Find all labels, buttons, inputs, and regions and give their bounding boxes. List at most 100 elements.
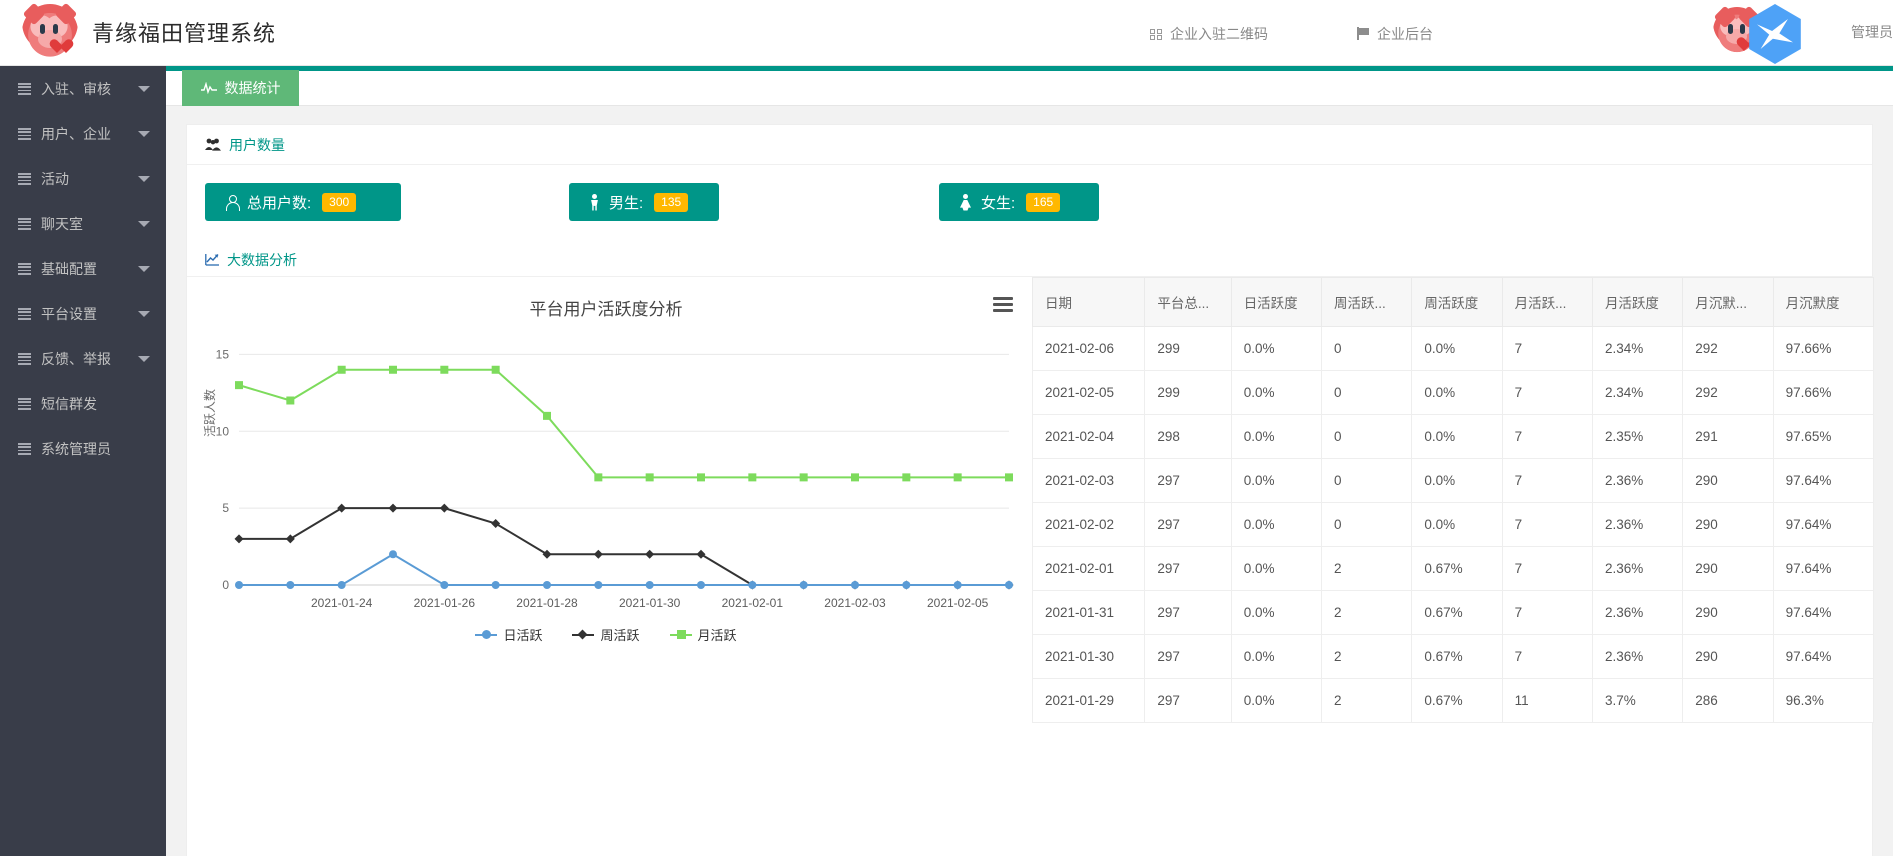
- enterprise-qrcode-link[interactable]: 企业入驻二维码: [1150, 24, 1268, 44]
- table-column-header[interactable]: 月沉默...: [1682, 277, 1774, 327]
- chart-data-point[interactable]: [953, 473, 962, 482]
- legend-item-monthly[interactable]: 月活跃: [669, 625, 737, 644]
- stat-label: 女生:: [981, 194, 1016, 212]
- chart-data-point[interactable]: [234, 534, 244, 544]
- enterprise-qrcode-label: 企业入驻二维码: [1170, 26, 1268, 42]
- table-column-header[interactable]: 平台总...: [1144, 277, 1232, 327]
- chart-data-point[interactable]: [440, 581, 449, 589]
- sidebar-item-xitong-guanliyuan[interactable]: 系统管理员: [0, 426, 166, 471]
- table-cell: 297: [1144, 678, 1232, 723]
- table-row[interactable]: 2021-02-02 297 0.0% 0 0.0% 7 2.36% 290 97.64%: [1032, 502, 1874, 547]
- table-column-header[interactable]: 日活跃度: [1230, 277, 1323, 327]
- chart-data-point[interactable]: [645, 581, 654, 589]
- table-column-header[interactable]: 月活跃...: [1501, 277, 1593, 327]
- chart-data-point[interactable]: [389, 365, 397, 374]
- chart-data-point[interactable]: [286, 396, 295, 405]
- chart-data-point[interactable]: [799, 473, 808, 482]
- table-row[interactable]: 2021-02-04 298 0.0% 0 0.0% 7 2.35% 291 97.65%: [1032, 414, 1874, 459]
- sidebar-item-ruzhu-shenhe[interactable]: 入驻、审核: [0, 66, 166, 111]
- chart-data-point[interactable]: [1005, 581, 1013, 589]
- chart-data-point[interactable]: [645, 473, 654, 482]
- table-cell: 0.0%: [1230, 546, 1323, 591]
- chart-data-point[interactable]: [337, 365, 346, 374]
- table-row[interactable]: 2021-02-06 299 0.0% 0 0.0% 7 2.34% 292 97.66%: [1032, 326, 1874, 371]
- chart-data-point[interactable]: [697, 581, 705, 589]
- table-cell: 0.0%: [1230, 502, 1323, 547]
- chart-data-point[interactable]: [748, 473, 757, 482]
- chart-data-point[interactable]: [902, 473, 911, 482]
- table-column-header[interactable]: 周活跃...: [1320, 277, 1413, 327]
- chart-data-point[interactable]: [389, 550, 397, 559]
- chart-data-point[interactable]: [491, 519, 501, 528]
- enterprise-backend-link[interactable]: 企业后台: [1356, 24, 1433, 44]
- chart-data-point[interactable]: [697, 473, 705, 482]
- table-cell: 2.36%: [1591, 546, 1684, 591]
- stat-card-male[interactable]: 男生: 135: [569, 183, 719, 221]
- avatar[interactable]: [1713, 4, 1809, 64]
- chevron-down-icon[interactable]: [138, 130, 150, 137]
- stat-card-total-users[interactable]: 总用户数: 300: [205, 183, 401, 221]
- chart-data-point[interactable]: [645, 549, 655, 559]
- chart-data-point[interactable]: [235, 381, 243, 390]
- chart-data-point[interactable]: [542, 549, 552, 559]
- chart-data-point[interactable]: [286, 581, 295, 589]
- sidebar-item-pingtai-shezhi[interactable]: 平台设置: [0, 291, 166, 336]
- table-column-header[interactable]: 月沉默度: [1772, 277, 1874, 327]
- table-cell: 297: [1144, 590, 1232, 635]
- sidebar-item-yonghu-qiye[interactable]: 用户、企业: [0, 111, 166, 156]
- chevron-down-icon[interactable]: [138, 355, 150, 362]
- hamburger-menu-icon[interactable]: [993, 297, 1013, 313]
- chart-data-point[interactable]: [491, 581, 500, 589]
- table-column-header[interactable]: 日期: [1032, 277, 1146, 327]
- chart-x-tick-label: 2021-01-30: [619, 596, 681, 610]
- chart-data-point[interactable]: [953, 581, 962, 589]
- table-column-header[interactable]: 周活跃度: [1411, 277, 1503, 327]
- chart-data-point[interactable]: [285, 534, 295, 544]
- legend-swatch: [475, 630, 498, 639]
- sidebar-item-liaotianshi[interactable]: 聊天室: [0, 201, 166, 246]
- table-row[interactable]: 2021-01-30 297 0.0% 2 0.67% 7 2.36% 290 97.64%: [1032, 634, 1874, 679]
- chevron-down-icon[interactable]: [138, 265, 150, 272]
- chevron-down-icon[interactable]: [138, 85, 150, 92]
- chevron-down-icon[interactable]: [138, 175, 150, 182]
- chart-data-point[interactable]: [799, 581, 808, 589]
- sidebar-item-fankui-jubao[interactable]: 反馈、举报: [0, 336, 166, 381]
- chart-data-point[interactable]: [851, 473, 859, 482]
- table-row[interactable]: 2021-02-03 297 0.0% 0 0.0% 7 2.36% 290 97.64%: [1032, 458, 1874, 503]
- chart-data-point[interactable]: [235, 581, 243, 589]
- table-row[interactable]: 2021-01-29 297 0.0% 2 0.67% 11 3.7% 286 96.3%: [1032, 678, 1874, 723]
- legend-item-weekly[interactable]: 周活跃: [572, 625, 640, 644]
- chart-data-point[interactable]: [1005, 473, 1013, 482]
- chart-data-point[interactable]: [543, 581, 551, 589]
- chart-data-point[interactable]: [491, 365, 500, 374]
- tab-label: 数据统计: [224, 80, 281, 96]
- tab-data-statistics[interactable]: 数据统计: [182, 70, 299, 106]
- chart-data-point[interactable]: [594, 473, 603, 482]
- legend-label: 周活跃: [600, 628, 640, 643]
- chart-data-point[interactable]: [337, 503, 347, 513]
- table-row[interactable]: 2021-02-05 299 0.0% 0 0.0% 7 2.34% 292 97.66%: [1032, 370, 1874, 415]
- chart-data-point[interactable]: [543, 411, 551, 420]
- legend-item-daily[interactable]: 日活跃: [475, 625, 542, 644]
- table-row[interactable]: 2021-01-31 297 0.0% 2 0.67% 7 2.36% 290 97.64%: [1032, 590, 1874, 635]
- sidebar-item-huodong[interactable]: 活动: [0, 156, 166, 201]
- chart-data-point[interactable]: [748, 581, 757, 589]
- chart-data-point[interactable]: [439, 503, 449, 513]
- stat-card-female[interactable]: 女生: 165: [939, 183, 1099, 221]
- chart-data-point[interactable]: [337, 581, 346, 589]
- chart-data-point[interactable]: [902, 581, 911, 589]
- chart-data-point[interactable]: [593, 549, 603, 559]
- chart-data-point[interactable]: [440, 365, 449, 374]
- chart-data-point[interactable]: [696, 549, 706, 559]
- sidebar-item-jichu-peizhi[interactable]: 基础配置: [0, 246, 166, 291]
- chart-data-point[interactable]: [388, 503, 398, 513]
- analysis-section-header: 大数据分析: [187, 243, 1872, 277]
- table-column-header[interactable]: 月活跃度: [1591, 277, 1684, 327]
- sidebar-item-duanxin-qunfa[interactable]: 短信群发: [0, 381, 166, 426]
- chart-data-point[interactable]: [851, 581, 859, 589]
- chevron-down-icon[interactable]: [138, 220, 150, 227]
- chart-data-point[interactable]: [594, 581, 603, 589]
- chevron-down-icon[interactable]: [138, 310, 150, 317]
- table-row[interactable]: 2021-02-01 297 0.0% 2 0.67% 7 2.36% 290 97.64%: [1032, 546, 1874, 591]
- activity-table-panel[interactable]: 日期 平台总... 日活跃度 周活跃... 周活跃度 月活跃... 月活跃度 月沉默... 月沉…: [1032, 277, 1874, 856]
